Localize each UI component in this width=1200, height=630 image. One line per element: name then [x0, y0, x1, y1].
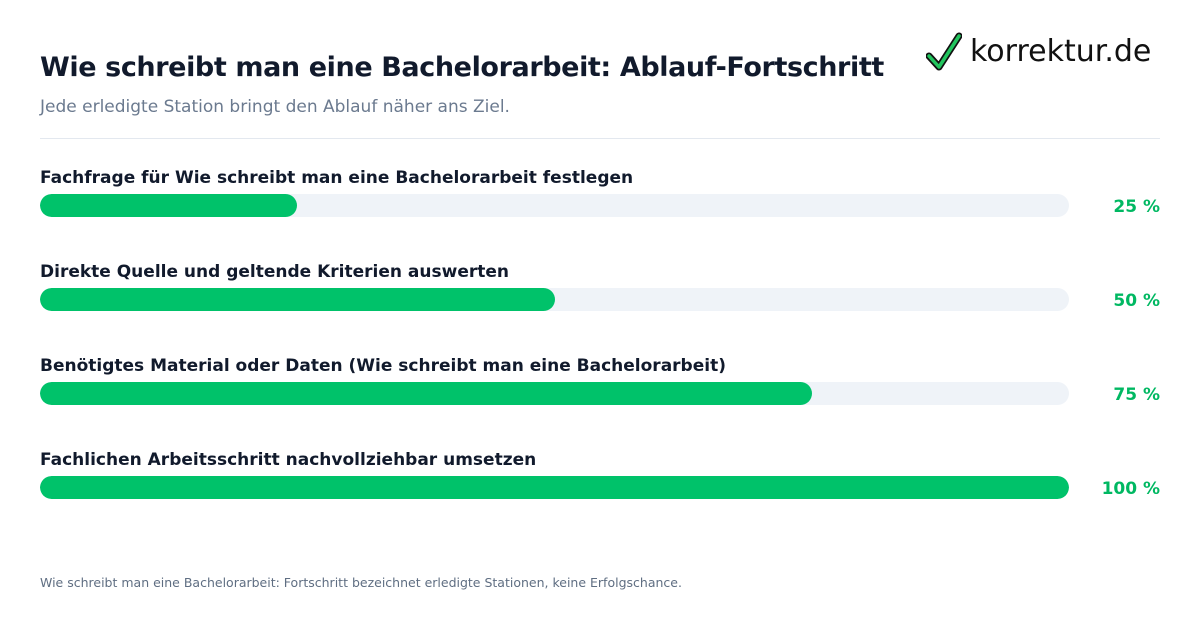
bar-value-label: 75 % — [1113, 385, 1160, 405]
checkmark-icon — [926, 32, 962, 71]
progress-row: Fachfrage für Wie schreibt man eine Bach… — [40, 166, 1160, 260]
bar-label: Fachlichen Arbeitsschritt nachvollziehba… — [40, 450, 537, 470]
bar-track — [40, 288, 1069, 311]
bar-track — [40, 194, 1069, 217]
brand-logo: korrektur.de — [926, 30, 1151, 74]
bar-label: Fachfrage für Wie schreibt man eine Bach… — [40, 168, 634, 188]
bar-value-label: 100 % — [1101, 479, 1160, 499]
header-divider — [40, 138, 1160, 139]
bar-value-label: 25 % — [1113, 197, 1160, 217]
footnote: Wie schreibt man eine Bachelorarbeit: Fo… — [40, 575, 682, 590]
bar-track — [40, 382, 1069, 405]
bar-value-label: 50 % — [1113, 291, 1160, 311]
progress-row: Fachlichen Arbeitsschritt nachvollziehba… — [40, 448, 1160, 542]
bar-label: Direkte Quelle und geltende Kriterien au… — [40, 262, 509, 282]
bar-fill — [40, 194, 298, 217]
brand-name: korrektur.de — [970, 34, 1152, 69]
chart-subtitle: Jede erledigte Station bringt den Ablauf… — [40, 97, 510, 117]
progress-row: Direkte Quelle und geltende Kriterien au… — [40, 260, 1160, 354]
progress-chart: Fachfrage für Wie schreibt man eine Bach… — [40, 166, 1160, 542]
bar-fill — [40, 476, 1069, 499]
bar-label: Benötigtes Material oder Daten (Wie schr… — [40, 356, 726, 376]
bar-fill — [40, 288, 555, 311]
bar-fill — [40, 382, 812, 405]
bar-track — [40, 476, 1069, 499]
chart-title: Wie schreibt man eine Bachelorarbeit: Ab… — [40, 52, 884, 83]
progress-row: Benötigtes Material oder Daten (Wie schr… — [40, 354, 1160, 448]
